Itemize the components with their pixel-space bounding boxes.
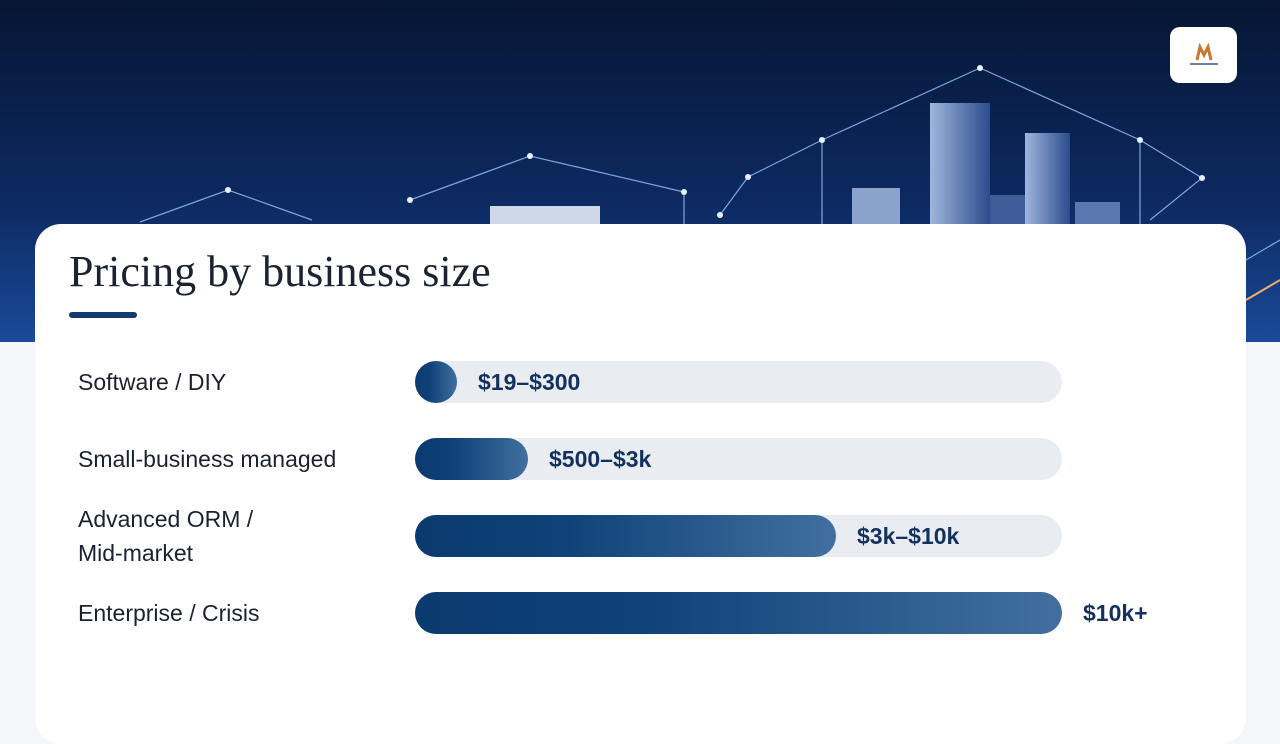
logo-icon <box>1190 42 1218 65</box>
row-label: Enterprise / Crisis <box>78 600 260 626</box>
title-underline <box>69 312 137 318</box>
bar-track: $19–$300 <box>415 361 1062 403</box>
bar-fill <box>415 592 1062 634</box>
row-label: Software / DIY <box>78 369 227 395</box>
bar-fill <box>415 361 457 403</box>
bar-track: $500–$3k <box>415 438 1062 480</box>
bar-track: $3k–$10k <box>415 515 1062 557</box>
pricing-row: Small-business managed $500–$3k <box>78 438 1208 480</box>
pricing-row: Enterprise / Crisis $10k+ <box>78 592 1208 634</box>
price-label: $19–$300 <box>478 368 581 395</box>
row-label: Small-business managed <box>78 446 337 472</box>
pricing-row: Software / DIY $19–$300 <box>78 361 1208 403</box>
content-card: Pricing by business size Software / DIY … <box>35 224 1246 744</box>
bar-fill <box>415 438 528 480</box>
price-label: $500–$3k <box>549 445 652 472</box>
logo <box>1170 27 1237 83</box>
slide-title: Pricing by business size <box>69 247 491 296</box>
price-label: $10k+ <box>1083 599 1148 626</box>
pricing-row: Advanced ORM / Mid-market $3k–$10k <box>78 506 1208 566</box>
price-label: $3k–$10k <box>857 522 960 549</box>
row-label: Advanced ORM / Mid-market <box>78 506 254 566</box>
bar-track: $10k+ <box>415 592 1148 634</box>
bar-fill <box>415 515 836 557</box>
